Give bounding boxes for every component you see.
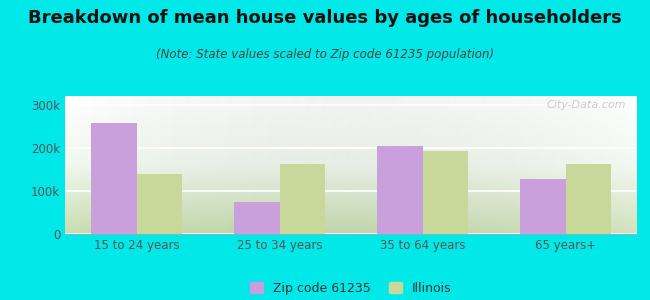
Bar: [422, 151, 468, 234]
Bar: [520, 179, 566, 234]
Bar: [136, 174, 182, 234]
Text: Breakdown of mean house values by ages of householders: Breakdown of mean house values by ages o…: [28, 9, 622, 27]
Bar: [234, 202, 280, 234]
Bar: [377, 146, 423, 234]
Bar: [280, 164, 325, 234]
Text: (Note: State values scaled to Zip code 61235 population): (Note: State values scaled to Zip code 6…: [156, 48, 494, 61]
Text: City-Data.com: City-Data.com: [546, 100, 625, 110]
Bar: [566, 164, 611, 234]
Bar: [91, 123, 136, 234]
Legend: Zip code 61235, Illinois: Zip code 61235, Illinois: [246, 277, 456, 299]
